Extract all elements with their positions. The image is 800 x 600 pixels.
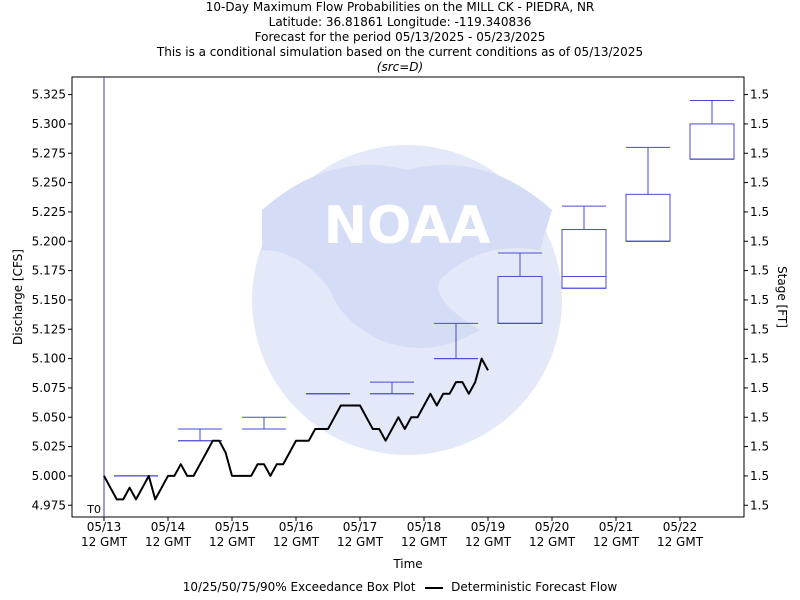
y-tick-label: 5.100 bbox=[32, 352, 66, 366]
y2-tick-label: 1.5 bbox=[750, 410, 769, 424]
y-tick-label: 4.975 bbox=[32, 498, 66, 512]
x-tick-date: 05/16 bbox=[279, 520, 314, 534]
x-tick-time: 12 GMT bbox=[337, 535, 384, 549]
legend-box-label: 10/25/50/75/90% Exceedance Box Plot bbox=[182, 580, 416, 594]
x-tick-date: 05/17 bbox=[343, 520, 378, 534]
x-tick-date: 05/20 bbox=[535, 520, 570, 534]
exceedance-box bbox=[689, 99, 735, 160]
y-tick-label: 5.075 bbox=[32, 381, 66, 395]
exceedance-box bbox=[497, 252, 543, 324]
y-tick-label: 5.200 bbox=[32, 234, 66, 248]
x-tick-time: 12 GMT bbox=[145, 535, 192, 549]
x-tick-time: 12 GMT bbox=[657, 535, 704, 549]
exceedance-box bbox=[242, 416, 286, 430]
x-tick-date: 05/14 bbox=[151, 520, 186, 534]
x-axis-label: Time bbox=[392, 557, 422, 571]
chart-title: 10-Day Maximum Flow Probabilities on the… bbox=[205, 0, 595, 14]
exceedance-box bbox=[178, 428, 222, 442]
y2-tick-label: 1.5 bbox=[750, 146, 769, 160]
x-tick-date: 05/18 bbox=[407, 520, 442, 534]
y-tick-label: 5.175 bbox=[32, 264, 66, 278]
deterministic-line-group bbox=[103, 357, 489, 501]
x-tick-time: 12 GMT bbox=[209, 535, 256, 549]
chart-coordinates: Latitude: 36.81861 Longitude: -119.34083… bbox=[268, 15, 532, 29]
y2-tick-label: 1.5 bbox=[750, 176, 769, 190]
y2-tick-label: 1.5 bbox=[750, 264, 769, 278]
y2-tick-label: 1.5 bbox=[750, 469, 769, 483]
chart-title-block: 10-Day Maximum Flow Probabilities on the… bbox=[0, 0, 800, 75]
y2-tick-label: 1.5 bbox=[750, 498, 769, 512]
y-tick-label: 5.050 bbox=[32, 410, 66, 424]
x-tick-date: 05/22 bbox=[663, 520, 698, 534]
y-axis-label: Discharge [CFS] bbox=[11, 249, 25, 345]
y-tick-label: 5.150 bbox=[32, 293, 66, 307]
box-iqr bbox=[625, 193, 671, 242]
noaa-watermark: NOAA bbox=[252, 145, 562, 455]
y2-tick-label: 1.5 bbox=[750, 293, 769, 307]
x-tick-date: 05/19 bbox=[471, 520, 506, 534]
legend-line-swatch bbox=[425, 586, 444, 589]
watermark-bird bbox=[262, 165, 552, 348]
x-tick-date: 05/15 bbox=[215, 520, 250, 534]
y2-tick-label: 1.5 bbox=[750, 205, 769, 219]
y2-tick-label: 1.5 bbox=[750, 381, 769, 395]
y2-tick-label: 1.5 bbox=[750, 117, 769, 131]
exceedance-box bbox=[370, 381, 414, 395]
y-tick-label: 5.225 bbox=[32, 205, 66, 219]
y2-tick-label: 1.5 bbox=[750, 440, 769, 454]
y2-tick-label: 1.5 bbox=[750, 322, 769, 336]
y-tick-label: 5.325 bbox=[32, 88, 66, 102]
y2-tick-label: 1.5 bbox=[750, 88, 769, 102]
chart-forecast-period: Forecast for the period 05/13/2025 - 05/… bbox=[254, 30, 546, 44]
x-tick-date: 05/13 bbox=[87, 520, 122, 534]
chart-source: (src=D) bbox=[376, 60, 424, 74]
x-tick-date: 05/21 bbox=[599, 520, 634, 534]
x-tick-time: 12 GMT bbox=[465, 535, 512, 549]
x-tick-time: 12 GMT bbox=[529, 535, 576, 549]
x-tick-time: 12 GMT bbox=[81, 535, 128, 549]
exceedance-box bbox=[434, 322, 478, 360]
box-iqr bbox=[561, 229, 607, 289]
y2-tick-label: 1.5 bbox=[750, 352, 769, 366]
exceedance-box bbox=[561, 205, 607, 289]
exceedance-box bbox=[625, 146, 671, 242]
plot-frame bbox=[71, 76, 745, 518]
chart-legend: 10/25/50/75/90% Exceedance Box Plot Dete… bbox=[0, 580, 800, 594]
y-tick-label: 5.275 bbox=[32, 146, 66, 160]
x-tick-time: 12 GMT bbox=[273, 535, 320, 549]
watermark-noaa-letters: NOAA bbox=[324, 196, 491, 256]
y-tick-label: 5.125 bbox=[32, 322, 66, 336]
y-tick-label: 5.000 bbox=[32, 469, 66, 483]
y2-axis-label: Stage [FT] bbox=[775, 266, 789, 328]
y-tick-label: 5.250 bbox=[32, 176, 66, 190]
x-tick-time: 12 GMT bbox=[401, 535, 448, 549]
legend-line-label: Deterministic Forecast Flow bbox=[451, 580, 618, 594]
x-tick-time: 12 GMT bbox=[593, 535, 640, 549]
y2-tick-label: 1.5 bbox=[750, 234, 769, 248]
y-tick-label: 5.025 bbox=[32, 440, 66, 454]
box-iqr bbox=[689, 123, 735, 160]
y-tick-label: 5.300 bbox=[32, 117, 66, 131]
t0-label: T0 bbox=[86, 503, 101, 516]
deterministic-forecast-line bbox=[103, 357, 489, 501]
chart-note: This is a conditional simulation based o… bbox=[156, 45, 644, 59]
